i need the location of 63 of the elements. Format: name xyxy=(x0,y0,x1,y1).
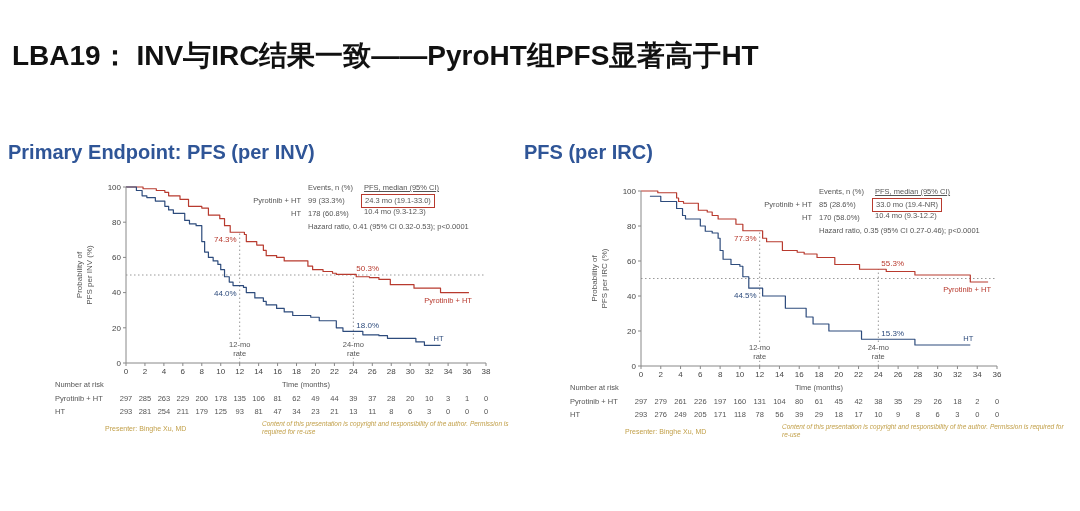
x-tick-label: 12 xyxy=(755,369,765,379)
y-tick-label: 20 xyxy=(627,326,637,336)
x-tick-label: 20 xyxy=(311,366,321,376)
x-tick-label: 24 xyxy=(873,369,884,379)
x-tick-label: 22 xyxy=(854,369,864,379)
annotation: 74.3% xyxy=(214,235,237,245)
x-tick-label: 38 xyxy=(481,366,491,376)
x-tick-label: 22 xyxy=(329,366,340,376)
x-tick-label: 2 xyxy=(658,369,664,379)
y-tick-label: 20 xyxy=(112,323,122,333)
x-tick-label: 30 xyxy=(405,366,416,376)
x-tick-label: 32 xyxy=(424,366,435,376)
y-tick-label: 60 xyxy=(112,253,122,263)
annotation: 55.3% xyxy=(881,259,905,269)
x-tick-label: 0 xyxy=(638,369,644,379)
y-tick-label: 60 xyxy=(627,256,637,266)
annotation: 50.3% xyxy=(356,264,380,274)
x-tick-label: 34 xyxy=(972,369,983,379)
x-tick-label: 24 xyxy=(348,366,359,376)
x-tick-label: 12 xyxy=(235,366,245,376)
x-tick-label: 10 xyxy=(216,366,226,376)
x-tick-label: 8 xyxy=(199,366,205,376)
x-tick-label: 16 xyxy=(273,366,283,376)
chart-title: PFS (per IRC) xyxy=(524,140,653,164)
y-tick-label: 100 xyxy=(622,186,637,196)
x-tick-label: 18 xyxy=(292,366,302,376)
annotation: 44.5% xyxy=(733,291,757,301)
x-tick-label: 20 xyxy=(834,369,844,379)
x-tick-label: 0 xyxy=(123,366,129,376)
annotation: 44.0% xyxy=(214,288,237,298)
x-tick-label: 10 xyxy=(735,369,745,379)
x-tick-label: 6 xyxy=(180,366,186,376)
y-axis-title: Probability of PFS per IRC (%) xyxy=(590,248,609,309)
x-tick-label: 18 xyxy=(814,369,824,379)
x-tick-label: 26 xyxy=(367,366,378,376)
y-axis-title: Probability of PFS per INV (%) xyxy=(75,244,94,305)
text: LBA19： INV与IRC结果一致——PyroHT组PFS显著高于HT xyxy=(12,39,760,73)
y-tick-label: 80 xyxy=(112,218,122,228)
x-tick-label: 14 xyxy=(254,366,264,376)
x-tick-label: 28 xyxy=(913,369,923,379)
annotation: 18.0% xyxy=(356,321,380,331)
y-tick-label: 80 xyxy=(627,221,637,231)
y-tick-label: 100 xyxy=(107,182,122,192)
x-tick-label: 28 xyxy=(386,366,397,376)
x-tick-label: 30 xyxy=(933,369,943,379)
annotation: 15.3% xyxy=(881,329,905,339)
x-tick-label: 26 xyxy=(893,369,904,379)
x-tick-label: 36 xyxy=(992,369,1002,379)
y-tick-label: 0 xyxy=(116,358,122,368)
x-tick-label: 34 xyxy=(443,366,454,376)
x-tick-label: 6 xyxy=(698,369,704,379)
x-tick-label: 4 xyxy=(678,369,684,379)
y-tick-label: 40 xyxy=(112,288,122,298)
y-tick-label: 40 xyxy=(627,291,637,301)
x-tick-label: 16 xyxy=(794,369,805,379)
x-tick-label: 32 xyxy=(952,369,963,379)
x-tick-label: 2 xyxy=(142,366,148,376)
x-tick-label: 36 xyxy=(462,366,473,376)
chart-title: Primary Endpoint: PFS (per INV) xyxy=(8,140,315,164)
x-tick-label: 8 xyxy=(717,369,723,379)
x-tick-label: 14 xyxy=(774,369,785,379)
x-tick-label: 4 xyxy=(161,366,167,376)
annotation: 77.3% xyxy=(733,233,757,243)
